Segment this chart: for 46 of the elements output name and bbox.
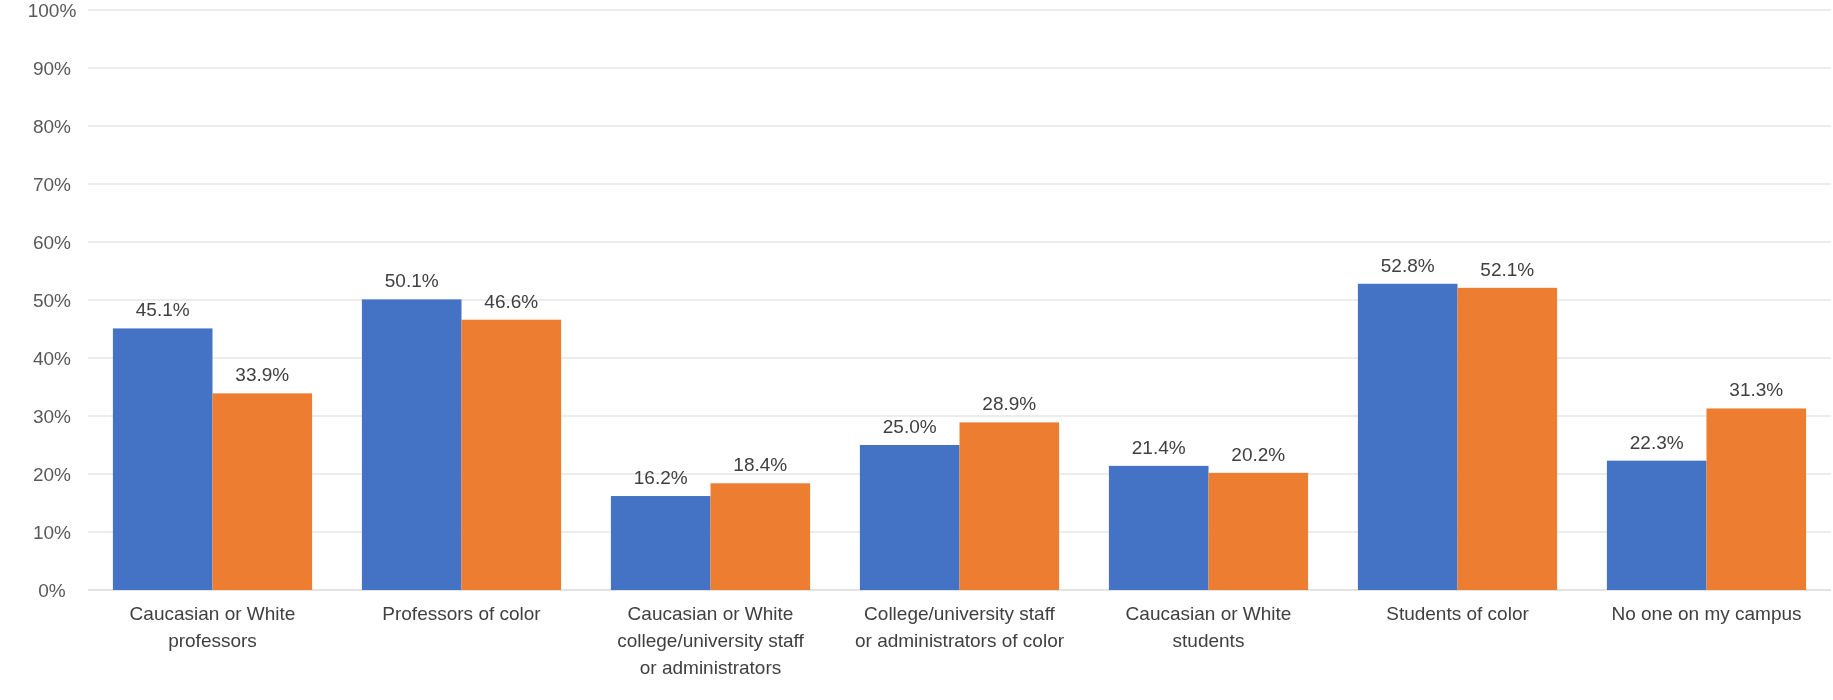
data-label: 52.1% — [1480, 258, 1535, 280]
y-tick-label: 80% — [32, 115, 72, 137]
bar — [959, 422, 1060, 590]
x-tick-label: Students of color — [1386, 603, 1530, 624]
y-tick-label: 90% — [32, 57, 72, 79]
data-label: 21.4% — [1131, 436, 1186, 458]
bar — [1357, 283, 1458, 590]
x-tick-label: Caucasian or White students — [1125, 603, 1292, 651]
data-label: 31.3% — [1729, 379, 1784, 401]
data-label: 46.6% — [484, 290, 539, 312]
y-tick-label: 10% — [32, 521, 72, 543]
data-label: 45.1% — [135, 299, 190, 321]
bar — [1108, 465, 1209, 590]
bar — [1706, 408, 1807, 590]
x-tick-label: Caucasian or White college/university staff or administrators — [617, 603, 805, 678]
data-label: 33.9% — [235, 364, 290, 386]
data-label: 50.1% — [384, 270, 439, 292]
data-label: 25.0% — [882, 416, 937, 437]
bar — [461, 319, 562, 590]
bar — [1606, 460, 1707, 590]
x-tick-label: College/university staff or administrators of color — [854, 603, 1065, 651]
data-label: 52.8% — [1380, 254, 1435, 276]
bar — [361, 299, 462, 590]
x-tick-label: Professors of color — [382, 603, 542, 624]
bar — [112, 328, 213, 590]
data-label: 28.9% — [982, 393, 1037, 415]
y-tick-label: 60% — [32, 231, 72, 253]
data-label: 16.2% — [633, 467, 688, 489]
bar — [610, 496, 711, 590]
y-tick-label: 50% — [32, 289, 72, 311]
y-tick-label: 100% — [27, 0, 77, 21]
bar — [859, 445, 960, 590]
y-tick-label: 40% — [32, 347, 72, 369]
bar — [212, 393, 313, 590]
y-tick-label: 20% — [32, 463, 72, 485]
x-tick-label: No one on my campus — [1611, 603, 1802, 624]
y-tick-label: 70% — [32, 173, 72, 195]
data-label: 18.4% — [733, 454, 788, 476]
data-label: 20.2% — [1231, 443, 1286, 465]
bar — [710, 483, 811, 590]
bar — [1457, 287, 1558, 590]
y-tick-label: 0% — [38, 579, 66, 601]
x-tick-label: Caucasian or White professors — [129, 603, 296, 651]
bar — [1208, 472, 1309, 590]
y-tick-label: 30% — [32, 405, 72, 427]
data-label: 22.3% — [1629, 431, 1684, 453]
